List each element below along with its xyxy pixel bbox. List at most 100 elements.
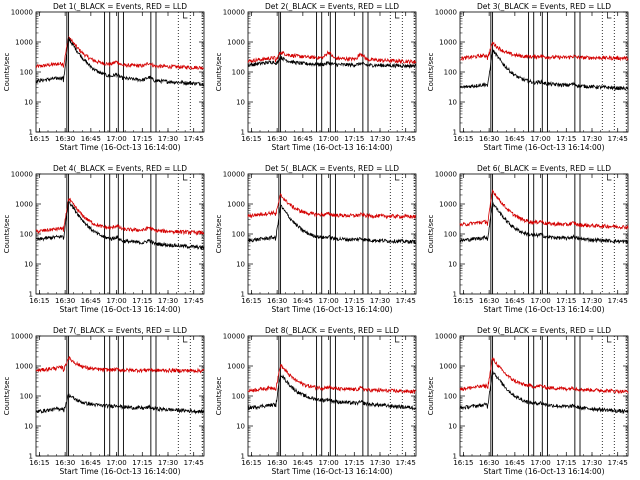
x-axis-label: Start Time (16-Oct-13 16:14:00) — [271, 143, 392, 152]
x-tick-label: 16:15 — [241, 459, 261, 467]
series-line-lld — [247, 193, 417, 220]
y-axis-label: Counts/sec — [427, 53, 435, 92]
y-axis-label: Counts/sec — [3, 215, 11, 254]
y-tick-label: 1000 — [439, 363, 457, 371]
x-tick-label: 17:00 — [318, 135, 338, 143]
series-line-events — [35, 393, 205, 415]
x-tick-label: 16:30 — [267, 297, 287, 305]
y-tick-label: 100 — [20, 69, 33, 77]
plot-frame — [247, 335, 417, 457]
series-line-events — [247, 204, 417, 245]
x-tick-label: 17:30 — [370, 459, 390, 467]
x-tick-label: 16:45 — [505, 297, 525, 305]
series-line-events — [459, 201, 629, 244]
x-tick-label: 17:15 — [556, 297, 576, 305]
series-line-lld — [35, 36, 205, 71]
x-tick-label: 17:45 — [184, 297, 204, 305]
x-tick-label: 16:45 — [293, 459, 313, 467]
y-tick-label: 100 — [232, 393, 245, 401]
x-tick-label: 17:15 — [344, 459, 364, 467]
series-line-lld — [35, 356, 205, 374]
y-tick-label: 1000 — [15, 363, 33, 371]
series-line-lld — [247, 50, 417, 65]
x-tick-label: 16:30 — [479, 297, 499, 305]
y-axis-label: Counts/sec — [215, 377, 223, 416]
y-tick-label: 100 — [444, 69, 457, 77]
plot-frame — [459, 335, 629, 457]
x-tick-label: 16:30 — [267, 459, 287, 467]
x-axis-label: Start Time (16-Oct-13 16:14:00) — [59, 305, 180, 314]
y-tick-label: 1000 — [439, 201, 457, 209]
series-line-events — [459, 370, 629, 415]
x-tick-label: 17:30 — [158, 297, 178, 305]
detector-panel-7: Det 7(_BLACK = Events, RED = LLD 1 10 100 10… — [3, 326, 205, 476]
detector-panel-9: Det 9(_BLACK = Events, RED = LLD 1 10 100 10… — [427, 326, 629, 476]
x-tick-label: 16:45 — [81, 135, 101, 143]
x-axis-label: Start Time (16-Oct-13 16:14:00) — [483, 305, 604, 314]
x-tick-label: 16:45 — [81, 459, 101, 467]
x-tick-label: 16:30 — [479, 135, 499, 143]
y-tick-label: 100 — [444, 231, 457, 239]
y-tick-label: 1000 — [439, 39, 457, 47]
x-tick-label: 16:45 — [505, 135, 525, 143]
y-tick-label: 10000 — [435, 171, 457, 179]
plot-frame — [35, 335, 205, 457]
y-axis-label: Counts/sec — [215, 53, 223, 92]
x-tick-label: 16:15 — [453, 135, 473, 143]
detector-panel-1: Det 1(_BLACK = Events, RED = LLD 1 10 100 10… — [3, 2, 205, 152]
y-tick-label: 10 — [24, 423, 33, 431]
detector-panel-6: Det 6(_BLACK = Events, RED = LLD 1 10 100 10… — [427, 164, 629, 314]
series-line-lld — [459, 189, 629, 231]
x-axis-label: Start Time (16-Oct-13 16:14:00) — [271, 467, 392, 476]
series-line-events — [247, 374, 417, 411]
x-tick-label: 17:45 — [608, 135, 628, 143]
detector-panel-4: Det 4(_BLACK = Events, RED = LLD 1 10 100 10… — [3, 164, 205, 314]
panel-title: Det 7(_BLACK = Events, RED = LLD — [53, 326, 187, 335]
series-line-lld — [459, 41, 629, 62]
x-tick-label: 16:15 — [29, 297, 49, 305]
x-tick-label: 17:00 — [530, 297, 550, 305]
x-tick-label: 17:15 — [556, 459, 576, 467]
series-line-events — [459, 48, 629, 92]
y-tick-label: 100 — [20, 393, 33, 401]
x-tick-label: 17:45 — [184, 135, 204, 143]
y-tick-label: 10 — [448, 423, 457, 431]
y-tick-label: 10000 — [11, 171, 33, 179]
x-tick-label: 17:15 — [344, 135, 364, 143]
x-tick-label: 17:30 — [370, 135, 390, 143]
y-axis-label: Counts/sec — [3, 377, 11, 416]
x-axis-label: Start Time (16-Oct-13 16:14:00) — [483, 143, 604, 152]
x-tick-label: 16:15 — [241, 135, 261, 143]
x-tick-label: 16:30 — [55, 135, 75, 143]
x-tick-label: 17:00 — [530, 135, 550, 143]
plot-frame — [247, 173, 417, 295]
x-axis-label: Start Time (16-Oct-13 16:14:00) — [483, 467, 604, 476]
panel-title: Det 2(_BLACK = Events, RED = LLD — [265, 2, 399, 11]
x-tick-label: 16:45 — [505, 459, 525, 467]
y-tick-label: 10 — [24, 261, 33, 269]
x-tick-label: 17:45 — [396, 297, 416, 305]
x-tick-label: 17:45 — [608, 459, 628, 467]
series-line-events — [35, 201, 205, 251]
y-tick-label: 10000 — [223, 171, 245, 179]
y-axis-label: Counts/sec — [427, 377, 435, 416]
x-axis-label: Start Time (16-Oct-13 16:14:00) — [271, 305, 392, 314]
y-tick-label: 1 — [453, 129, 457, 137]
x-tick-label: 16:30 — [55, 459, 75, 467]
y-tick-label: 10000 — [223, 9, 245, 17]
x-tick-label: 17:15 — [556, 135, 576, 143]
x-tick-label: 17:00 — [106, 297, 126, 305]
y-tick-label: 10000 — [435, 9, 457, 17]
x-tick-label: 16:30 — [479, 459, 499, 467]
detector-panel-5: Det 5(_BLACK = Events, RED = LLD 1 10 100 10… — [215, 164, 417, 314]
x-tick-label: 16:15 — [453, 297, 473, 305]
x-axis-label: Start Time (16-Oct-13 16:14:00) — [59, 143, 180, 152]
y-tick-label: 10000 — [223, 333, 245, 341]
y-tick-label: 10 — [236, 99, 245, 107]
series-line-lld — [35, 197, 205, 236]
y-axis-label: Counts/sec — [215, 215, 223, 254]
x-tick-label: 16:15 — [29, 459, 49, 467]
y-tick-label: 1 — [241, 129, 245, 137]
y-tick-label: 1 — [241, 291, 245, 299]
plot-frame — [35, 11, 205, 133]
